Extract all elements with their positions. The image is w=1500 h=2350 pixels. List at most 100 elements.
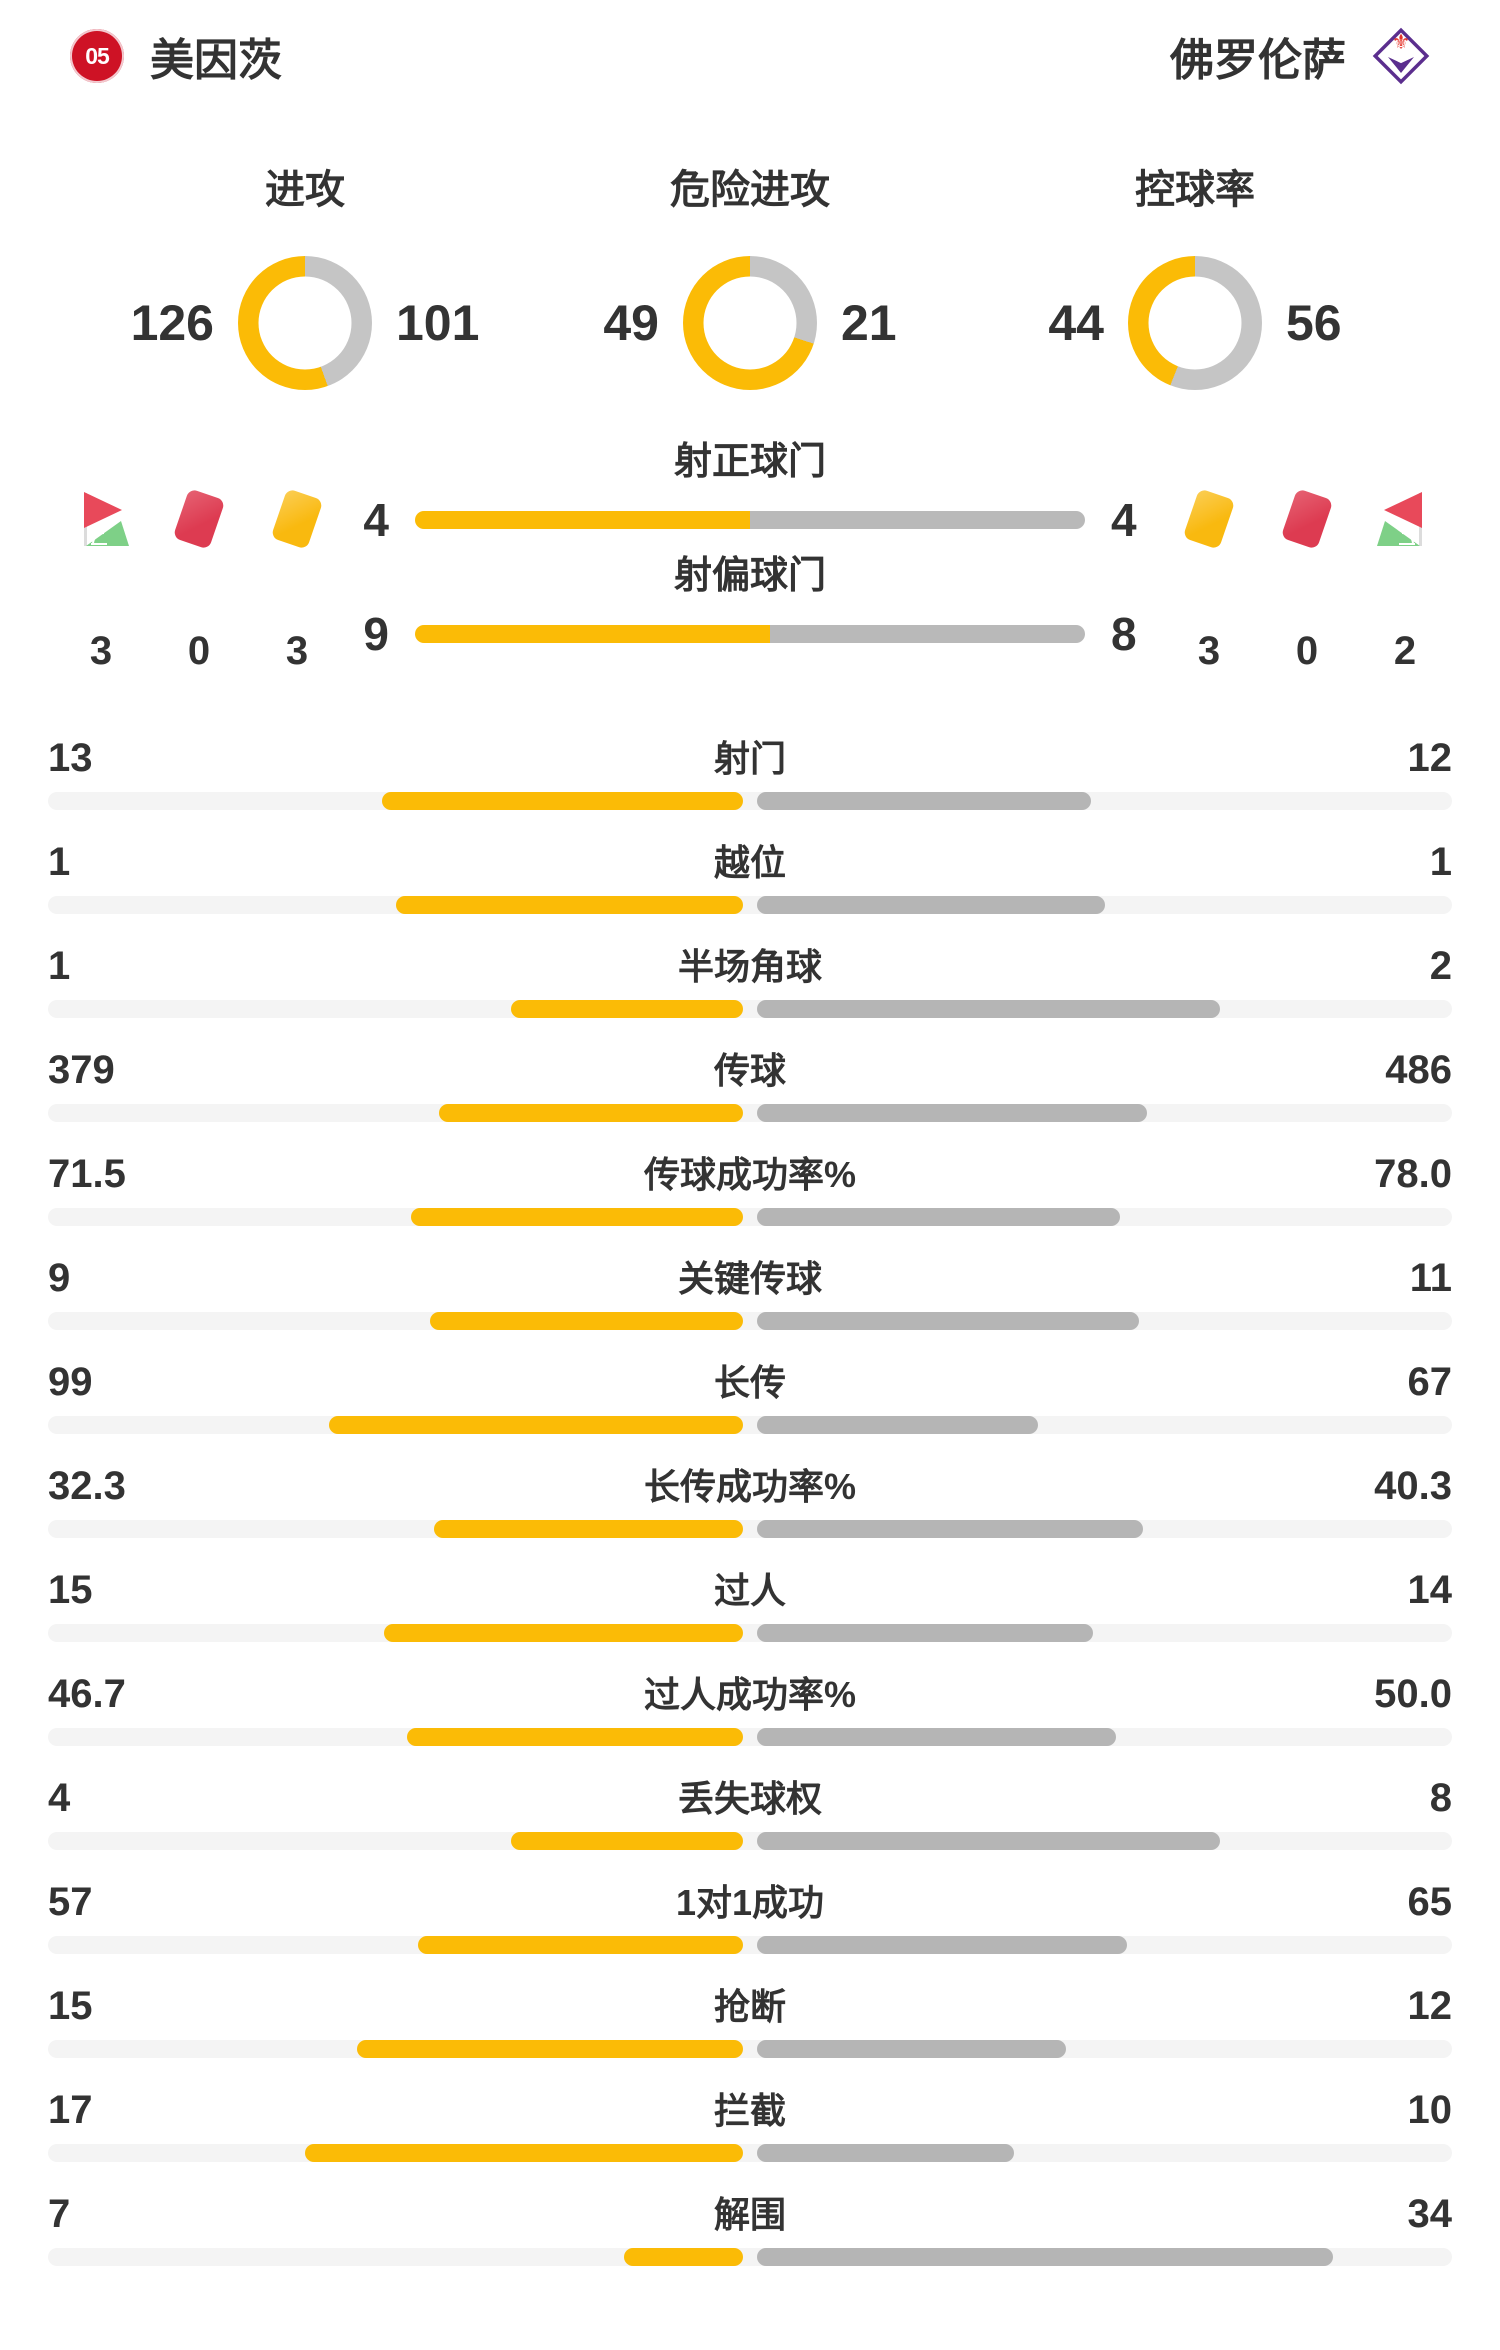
stat-row-8: 15 过人 14 [48, 1548, 1452, 1652]
donut-group-2: 控球率 44 56 [973, 166, 1418, 390]
stat-label: 半场角球 [677, 946, 822, 987]
stat-row-0: 13 射门 12 [48, 716, 1452, 820]
away-yellow-cards-count: 3 [1197, 628, 1221, 673]
donut-home-value: 126 [130, 295, 214, 351]
away-red-cards-count: 0 [1295, 628, 1319, 673]
stat-row-10: 4 丢失球权 8 [48, 1756, 1452, 1860]
stat-track [48, 1104, 1452, 1122]
stat-label: 1对1成功 [675, 1882, 825, 1923]
stat-label: 拦截 [713, 2090, 786, 2131]
stat-row-4: 71.5 传球成功率% 78.0 [48, 1132, 1452, 1236]
stats-list: 13 射门 12 1 越位 1 1 半场角球 2 379 传球 486 71.5 传球成功率% 78.0 9 关… [0, 716, 1500, 2276]
stat-label: 越位 [713, 842, 786, 883]
bar-segment-away [769, 625, 1085, 643]
stat-bar-home [381, 792, 743, 810]
stat-bar-home [624, 2248, 743, 2266]
stat-label: 关键传球 [677, 1258, 822, 1299]
shots-off-target-label: 射偏球门 [673, 555, 826, 597]
away-discipline-counts: 3 0 2 [1176, 618, 1438, 684]
donut-away-value: 101 [396, 295, 480, 351]
stat-away-value: 1 [1429, 840, 1452, 884]
red-card-icon [1280, 488, 1334, 550]
donut-title: 进攻 [265, 168, 345, 212]
stat-home-value: 15 [48, 1984, 93, 2028]
stat-bar-away [757, 1624, 1093, 1642]
away-team-name: 佛罗伦萨 [1170, 36, 1346, 85]
donut-away-value: 56 [1286, 295, 1342, 351]
stat-row-7: 32.3 长传成功率% 40.3 [48, 1444, 1452, 1548]
donut-ring [1128, 256, 1262, 390]
stat-away-value: 65 [1407, 1880, 1453, 1924]
stat-bar-away [757, 1520, 1143, 1538]
stat-home-value: 1 [48, 840, 71, 884]
stat-bar-away [757, 1312, 1140, 1330]
stat-track [48, 1000, 1452, 1018]
corner-flag-icon [1372, 486, 1438, 552]
stat-bar-home [305, 2144, 743, 2162]
donut-group-1: 危险进攻 49 21 [528, 166, 973, 390]
stat-bar-home [410, 1208, 743, 1226]
shots-off-target-bar [415, 625, 1085, 643]
stat-bar-away [757, 2040, 1066, 2058]
stat-track [48, 2040, 1452, 2058]
stat-row-6: 99 长传 67 [48, 1340, 1452, 1444]
stat-bar-home [418, 1936, 743, 1954]
stat-away-value: 50.0 [1374, 1672, 1452, 1716]
stat-track [48, 1416, 1452, 1434]
shots-off-target-home: 9 [363, 608, 389, 660]
stat-home-value: 57 [48, 1880, 93, 1924]
yellow-card-icon [1182, 488, 1236, 550]
home-red-cards-count: 0 [187, 628, 211, 673]
stat-home-value: 17 [48, 2088, 93, 2132]
stat-away-value: 12 [1407, 736, 1453, 780]
stat-bar-away [757, 1728, 1117, 1746]
stat-row-9: 46.7 过人成功率% 50.0 [48, 1652, 1452, 1756]
stat-bar-away [757, 2248, 1334, 2266]
stat-home-value: 4 [48, 1776, 71, 1820]
home-discipline-counts: 3 0 3 [68, 618, 330, 684]
away-team-logo: ⚜ [1372, 27, 1430, 85]
stat-home-value: 1 [48, 944, 71, 988]
fleur-de-lis-icon: ⚜ [1391, 31, 1411, 54]
shots-on-target-away: 4 [1111, 494, 1137, 546]
stat-track [48, 792, 1452, 810]
stat-bar-away [757, 2144, 1015, 2162]
stat-bar-away [757, 1936, 1128, 1954]
yellow-card-cell [264, 486, 330, 552]
stat-track [48, 1936, 1452, 1954]
stat-bar-home [383, 1624, 743, 1642]
stat-away-value: 12 [1407, 1984, 1453, 2028]
shots-off-target-row: 9 8 [0, 606, 1500, 662]
home-corners-count: 3 [89, 628, 113, 673]
stat-home-value: 99 [48, 1360, 93, 1404]
stat-row-14: 7 解围 34 [48, 2172, 1452, 2276]
stat-bar-home [328, 1416, 743, 1434]
stat-home-value: 7 [48, 2192, 71, 2236]
home-discipline-icons [68, 486, 330, 552]
stat-away-value: 78.0 [1374, 1152, 1452, 1196]
stat-track [48, 2248, 1452, 2266]
bar-segment-home [415, 511, 750, 529]
shots-on-target-row: 4 4 [0, 492, 1500, 548]
stat-bar-home [395, 896, 743, 914]
home-team-logo: 05 [70, 29, 124, 83]
yellow-card-icon [270, 488, 324, 550]
home-yellow-cards-count: 3 [285, 628, 309, 673]
stat-label: 丢失球权 [677, 1778, 822, 1819]
away-discipline-icons [1176, 486, 1438, 552]
stat-away-value: 34 [1407, 2192, 1453, 2236]
stat-label: 过人成功率% [643, 1674, 856, 1715]
stat-track [48, 1312, 1452, 1330]
red-card-icon [172, 488, 226, 550]
stat-away-value: 10 [1407, 2088, 1453, 2132]
stat-label: 长传 [713, 1362, 786, 1403]
stat-away-value: 486 [1385, 1048, 1452, 1092]
stat-track [48, 1520, 1452, 1538]
stat-row-11: 57 1对1成功 65 [48, 1860, 1452, 1964]
donut-title: 危险进攻 [670, 168, 830, 212]
stat-track [48, 896, 1452, 914]
bar-segment-away [750, 511, 1085, 529]
donut-title: 控球率 [1135, 168, 1255, 212]
stat-bar-away [757, 1000, 1221, 1018]
shots-on-target-home: 4 [363, 494, 389, 546]
